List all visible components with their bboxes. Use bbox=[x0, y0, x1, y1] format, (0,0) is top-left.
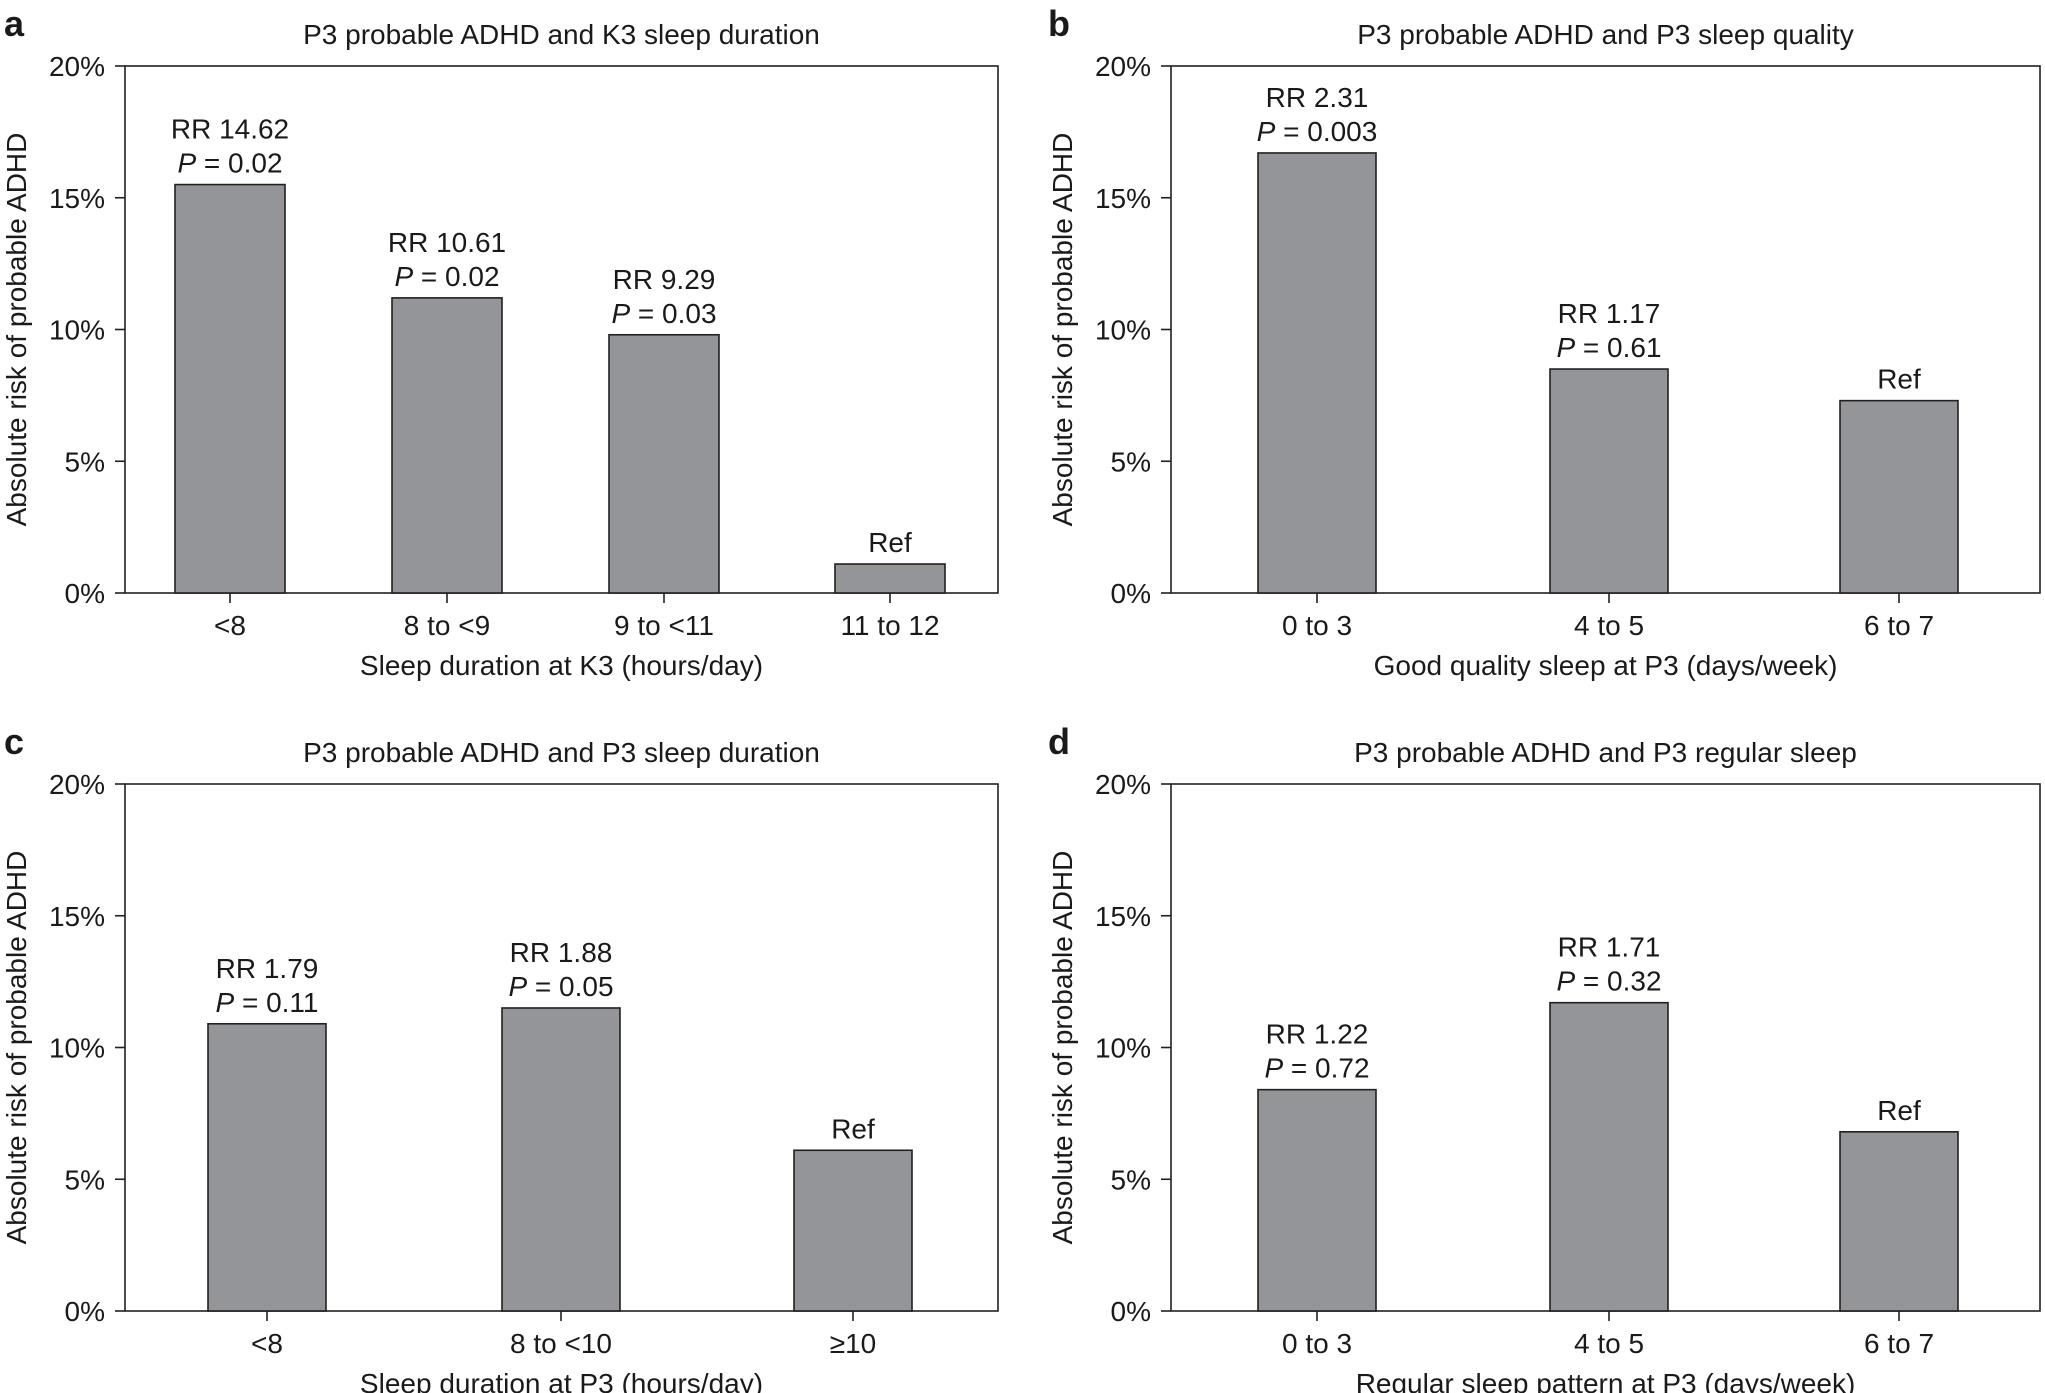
bar bbox=[834, 563, 946, 594]
x-tick-label: 9 to <11 bbox=[614, 610, 714, 641]
y-tick-label: 15% bbox=[49, 901, 105, 932]
chart-title: P3 probable ADHD and P3 sleep quality bbox=[1357, 19, 1854, 50]
bar-p-value-label: P = 0.003 bbox=[1257, 116, 1378, 147]
chart-title: P3 probable ADHD and P3 sleep duration bbox=[303, 737, 820, 768]
x-tick-label: 4 to 5 bbox=[1574, 610, 1644, 641]
y-axis-label: Absolute risk of probable ADHD bbox=[1, 133, 32, 527]
bar-rr-label: RR 10.61 bbox=[388, 227, 506, 258]
panel-letter: a bbox=[4, 3, 25, 44]
y-tick-label: 10% bbox=[49, 315, 105, 346]
bar bbox=[1257, 152, 1377, 594]
chart-panel-d: d P3 probable ADHD and P3 regular sleep 0%… bbox=[1047, 721, 2041, 1393]
bar-ref-label: Ref bbox=[868, 527, 912, 558]
bar-rr-label: RR 1.22 bbox=[1266, 1019, 1369, 1050]
bar-rr-label: RR 1.88 bbox=[510, 937, 613, 968]
y-tick-label: 5% bbox=[1111, 1164, 1151, 1195]
x-tick-label: 6 to 7 bbox=[1864, 1328, 1934, 1359]
bar-rr-label: RR 9.29 bbox=[613, 264, 716, 295]
y-tick-label: 5% bbox=[65, 1164, 105, 1195]
y-tick-label: 20% bbox=[49, 769, 105, 800]
bar-rr-label: RR 2.31 bbox=[1266, 82, 1369, 113]
y-tick-label: 15% bbox=[49, 183, 105, 214]
y-tick-label: 5% bbox=[1111, 446, 1151, 477]
bar-p-value-label: P = 0.05 bbox=[508, 971, 613, 1002]
bar-rr-label: RR 1.71 bbox=[1558, 932, 1661, 963]
x-tick-label: 0 to 3 bbox=[1282, 1328, 1352, 1359]
panel-letter: d bbox=[1048, 721, 1070, 762]
panel-letter: b bbox=[1048, 3, 1070, 44]
bar-ref-label: Ref bbox=[1877, 364, 1921, 395]
chart-panel-a: a P3 probable ADHD and K3 sleep duration 0… bbox=[1, 3, 999, 681]
y-tick-label: 15% bbox=[1095, 183, 1151, 214]
y-axis-label: Absolute risk of probable ADHD bbox=[1047, 133, 1078, 527]
y-tick-label: 20% bbox=[1095, 51, 1151, 82]
bar bbox=[793, 1149, 913, 1312]
x-tick-label: 8 to <9 bbox=[404, 610, 490, 641]
chart-title: P3 probable ADHD and P3 regular sleep bbox=[1354, 737, 1857, 768]
bar-p-value-label: P = 0.72 bbox=[1264, 1053, 1369, 1084]
y-tick-label: 20% bbox=[49, 51, 105, 82]
y-tick-label: 0% bbox=[65, 578, 105, 609]
bar bbox=[608, 333, 720, 594]
bar bbox=[1839, 399, 1959, 594]
bar bbox=[174, 183, 286, 594]
chart-panel-b: b P3 probable ADHD and P3 sleep quality 0%… bbox=[1047, 3, 2041, 681]
y-tick-label: 15% bbox=[1095, 901, 1151, 932]
bar bbox=[207, 1022, 327, 1312]
y-tick-label: 20% bbox=[1095, 769, 1151, 800]
y-tick-label: 10% bbox=[49, 1033, 105, 1064]
y-tick-label: 0% bbox=[65, 1296, 105, 1327]
x-axis-label: Sleep duration at P3 (hours/day) bbox=[360, 1368, 763, 1393]
bar-rr-label: RR 14.62 bbox=[171, 114, 289, 145]
y-axis-label: Absolute risk of probable ADHD bbox=[1047, 851, 1078, 1245]
bar-p-value-label: P = 0.03 bbox=[611, 298, 716, 329]
x-tick-label: <8 bbox=[214, 610, 246, 641]
bar-p-value-label: P = 0.61 bbox=[1556, 332, 1661, 363]
y-tick-label: 0% bbox=[1111, 1296, 1151, 1327]
bar-rr-label: RR 1.17 bbox=[1558, 298, 1661, 329]
y-tick-label: 5% bbox=[65, 446, 105, 477]
y-tick-label: 10% bbox=[1095, 315, 1151, 346]
x-tick-label: 6 to 7 bbox=[1864, 610, 1934, 641]
x-axis-label: Good quality sleep at P3 (days/week) bbox=[1374, 650, 1838, 681]
chart-title: P3 probable ADHD and K3 sleep duration bbox=[303, 19, 820, 50]
y-tick-label: 0% bbox=[1111, 578, 1151, 609]
y-axis-label: Absolute risk of probable ADHD bbox=[1, 851, 32, 1245]
bar bbox=[1257, 1088, 1377, 1312]
bar-p-value-label: P = 0.11 bbox=[215, 987, 318, 1018]
bar bbox=[1549, 368, 1669, 594]
x-tick-label: 4 to 5 bbox=[1574, 1328, 1644, 1359]
x-tick-label: 0 to 3 bbox=[1282, 610, 1352, 641]
x-axis-label: Regular sleep pattern at P3 (days/week) bbox=[1356, 1368, 1856, 1393]
x-axis-label: Sleep duration at K3 (hours/day) bbox=[360, 650, 763, 681]
bar-p-value-label: P = 0.02 bbox=[177, 148, 282, 179]
bar bbox=[1839, 1131, 1959, 1312]
bar bbox=[1549, 1001, 1669, 1312]
bar bbox=[391, 297, 503, 594]
x-tick-label: ≥10 bbox=[830, 1328, 877, 1359]
chart-panel-c: c P3 probable ADHD and P3 sleep duration 0… bbox=[1, 721, 999, 1393]
bar-ref-label: Ref bbox=[831, 1113, 875, 1144]
bar bbox=[501, 1007, 621, 1312]
x-tick-label: 11 to 12 bbox=[840, 610, 939, 641]
y-tick-label: 10% bbox=[1095, 1033, 1151, 1064]
x-tick-label: 8 to <10 bbox=[510, 1328, 612, 1359]
bar-ref-label: Ref bbox=[1877, 1095, 1921, 1126]
bar-p-value-label: P = 0.32 bbox=[1556, 966, 1661, 997]
x-tick-label: <8 bbox=[251, 1328, 283, 1359]
panel-letter: c bbox=[4, 721, 24, 762]
bar-p-value-label: P = 0.02 bbox=[394, 261, 499, 292]
bar-rr-label: RR 1.79 bbox=[216, 953, 319, 984]
